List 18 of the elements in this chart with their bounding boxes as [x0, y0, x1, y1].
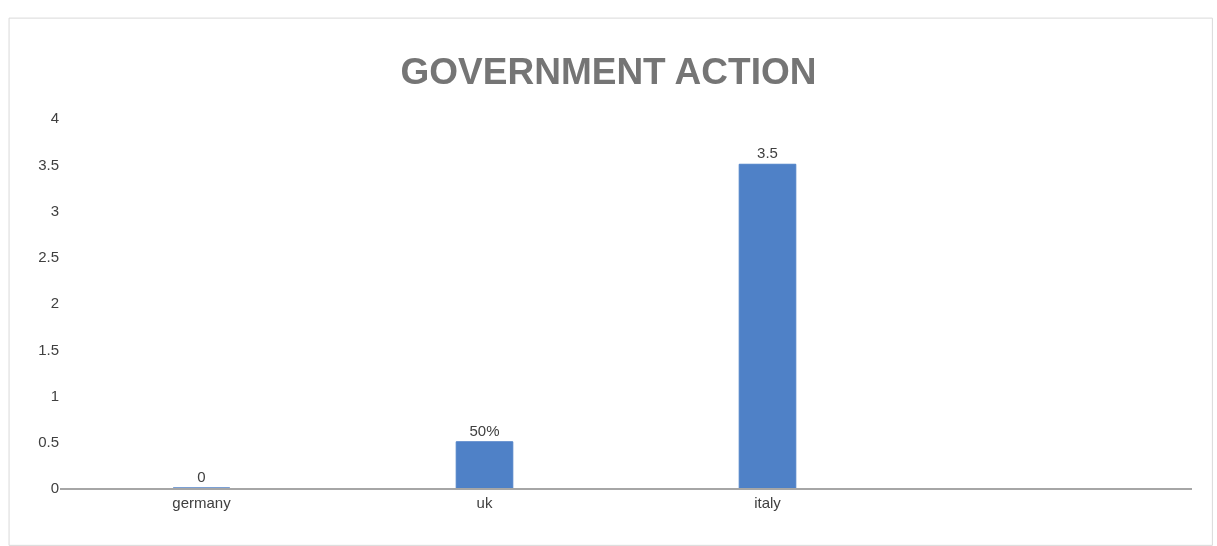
- bar: [738, 163, 797, 488]
- data-label: 50%: [469, 421, 500, 439]
- bar: [455, 441, 514, 488]
- y-tick-label: 1.5: [38, 340, 59, 358]
- y-tick-label: 0.5: [38, 433, 59, 450]
- y-tick-label: 0: [50, 479, 59, 497]
- y-tick-label: 3.5: [38, 155, 59, 173]
- chart-title: GOVERNMENT ACTION: [400, 50, 817, 92]
- y-tick-label: 1: [50, 386, 59, 404]
- x-tick-label: germany: [172, 494, 232, 511]
- y-tick-label: 4: [50, 109, 59, 127]
- y-tick-label: 3: [50, 201, 59, 219]
- x-tick-label: italy: [754, 494, 782, 511]
- x-tick-label: uk: [476, 494, 493, 511]
- data-label: 0: [197, 468, 206, 485]
- data-label: 3.5: [757, 144, 778, 162]
- y-tick-label: 2: [50, 294, 59, 312]
- y-tick-label: 2.5: [38, 248, 59, 265]
